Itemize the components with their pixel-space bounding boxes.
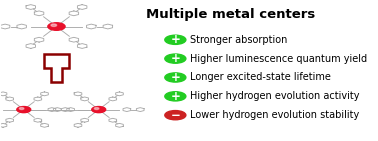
Circle shape xyxy=(94,108,99,110)
Circle shape xyxy=(165,73,186,82)
Circle shape xyxy=(48,23,65,30)
Text: Lower hydrogen evolution stability: Lower hydrogen evolution stability xyxy=(190,110,359,120)
Text: Higher luminescence quantum yield: Higher luminescence quantum yield xyxy=(190,54,367,64)
Text: Longer excited-state lifetime: Longer excited-state lifetime xyxy=(190,72,331,82)
Circle shape xyxy=(165,111,186,120)
Circle shape xyxy=(165,54,186,63)
Circle shape xyxy=(17,107,31,113)
Text: −: − xyxy=(170,109,180,122)
Circle shape xyxy=(92,107,106,113)
Text: Stronger absorption: Stronger absorption xyxy=(190,35,287,45)
Circle shape xyxy=(51,24,57,27)
Text: +: + xyxy=(170,90,180,103)
Text: +: + xyxy=(170,52,180,65)
Text: Multiple metal centers: Multiple metal centers xyxy=(146,8,315,21)
Circle shape xyxy=(19,108,24,110)
Text: +: + xyxy=(170,71,180,84)
Text: +: + xyxy=(170,33,180,46)
Text: Higher hydrogen evolution activity: Higher hydrogen evolution activity xyxy=(190,91,359,101)
Circle shape xyxy=(165,35,186,44)
Circle shape xyxy=(165,92,186,101)
